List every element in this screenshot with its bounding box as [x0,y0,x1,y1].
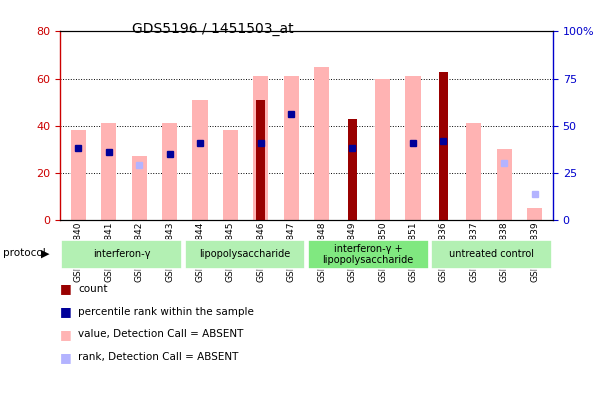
Bar [71,130,86,220]
Bar [223,130,238,220]
Text: ■: ■ [60,282,72,296]
Bar [132,156,147,220]
Text: ■: ■ [60,328,72,341]
Text: untreated control: untreated control [449,250,534,259]
Text: lipopolysaccharide: lipopolysaccharide [200,250,290,259]
Bar [466,123,481,220]
Bar [162,123,177,220]
Text: ■: ■ [60,305,72,318]
Bar [256,100,266,220]
Bar [406,76,421,220]
Bar [192,100,207,220]
Text: interferon-γ +
lipopolysaccharide: interferon-γ + lipopolysaccharide [323,244,413,265]
Bar [284,76,299,220]
Text: ▶: ▶ [41,248,49,259]
Text: value, Detection Call = ABSENT: value, Detection Call = ABSENT [78,329,243,340]
Bar [314,67,329,220]
Text: ■: ■ [60,351,72,364]
Bar [496,149,512,220]
Bar [375,79,390,220]
Text: count: count [78,284,108,294]
Text: percentile rank within the sample: percentile rank within the sample [78,307,254,317]
Text: GDS5196 / 1451503_at: GDS5196 / 1451503_at [132,22,294,36]
Bar [527,208,542,220]
Bar [253,76,269,220]
Bar [439,72,448,220]
Text: interferon-γ: interferon-γ [93,250,150,259]
Bar [101,123,117,220]
Bar [347,119,357,220]
Text: protocol: protocol [3,248,46,259]
Text: rank, Detection Call = ABSENT: rank, Detection Call = ABSENT [78,352,239,362]
